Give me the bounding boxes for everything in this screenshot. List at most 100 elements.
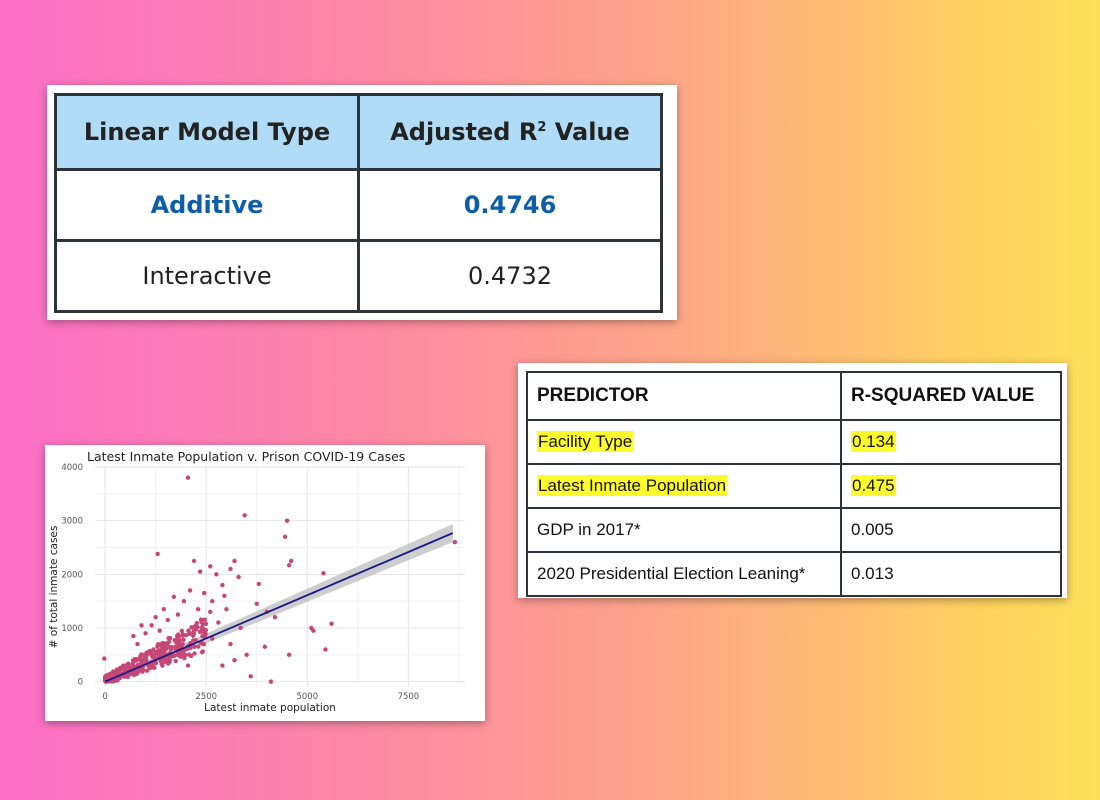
data-point <box>115 677 120 683</box>
data-point <box>200 629 206 635</box>
model-comparison-table: Linear Model Type Adjusted R2 Value Addi… <box>54 93 663 313</box>
data-point <box>311 628 316 633</box>
header-predictor: PREDICTOR <box>526 371 842 421</box>
highlighted-text: 0.134 <box>851 431 896 452</box>
data-point <box>180 642 185 647</box>
data-point <box>146 663 151 668</box>
data-point <box>156 653 162 658</box>
data-point <box>155 551 160 557</box>
data-point <box>236 574 241 580</box>
regression-line <box>104 532 454 683</box>
data-point <box>242 513 247 518</box>
data-point <box>268 679 274 684</box>
data-point <box>197 629 203 635</box>
data-point <box>167 657 173 663</box>
cell-value: 0.134 <box>840 419 1062 465</box>
cell-r2-value: 0.4746 <box>357 168 663 242</box>
data-point <box>167 636 173 641</box>
data-point <box>144 668 150 673</box>
data-point <box>191 558 197 564</box>
data-point <box>102 656 107 661</box>
data-point <box>210 598 215 604</box>
data-point <box>282 534 288 539</box>
header-linear-model-type: Linear Model Type <box>54 93 360 171</box>
x-axis-label: Latest inmate population <box>204 702 336 714</box>
data-point <box>232 657 237 663</box>
data-point <box>272 615 278 620</box>
data-point <box>228 566 233 572</box>
scatter-plot: Latest Inmate Population v. Prison COVID… <box>48 449 465 714</box>
data-point <box>201 590 207 596</box>
data-point <box>172 638 177 643</box>
data-point <box>179 652 184 657</box>
data-point <box>157 642 162 648</box>
data-point <box>151 647 156 652</box>
data-point <box>191 631 197 636</box>
data-point <box>135 641 140 647</box>
data-point <box>214 572 219 577</box>
data-point <box>286 652 292 658</box>
table-row-facility-type: Facility Type 0.134 <box>526 419 1062 465</box>
data-point <box>323 647 328 652</box>
data-point <box>185 663 191 668</box>
data-point <box>153 660 159 666</box>
data-point <box>119 665 124 671</box>
data-point <box>224 606 229 612</box>
data-point <box>171 594 177 600</box>
data-point <box>197 569 203 574</box>
data-point <box>192 644 197 649</box>
data-point <box>196 644 201 649</box>
data-point <box>208 564 213 569</box>
data-point <box>162 644 167 649</box>
table-header-row: PREDICTOR R-SQUARED VALUE <box>526 371 1062 421</box>
data-point <box>248 674 253 679</box>
data-point <box>125 664 131 670</box>
x-tick-label: 2500 <box>195 692 217 702</box>
data-point <box>284 518 290 523</box>
data-point <box>148 650 153 655</box>
y-tick-label: 1000 <box>61 624 83 634</box>
data-point <box>165 617 170 623</box>
table-row-interactive: Interactive 0.4732 <box>54 239 663 313</box>
data-point <box>186 631 192 637</box>
cell-predictor: 2020 Presidential Election Leaning* <box>526 551 842 597</box>
cell-value: 0.013 <box>840 551 1062 597</box>
y-tick-label: 4000 <box>61 463 83 473</box>
data-point <box>202 617 208 622</box>
data-point <box>187 588 193 593</box>
cell-model-type: Additive <box>54 168 360 242</box>
data-point <box>232 558 237 564</box>
cell-predictor: Latest Inmate Population <box>526 463 842 509</box>
table-header-row: Linear Model Type Adjusted R2 Value <box>54 93 663 171</box>
cell-model-type: Interactive <box>54 239 360 313</box>
data-point <box>130 670 135 676</box>
data-point <box>139 652 144 657</box>
data-point <box>152 665 157 671</box>
y-tick-label: 2000 <box>61 570 83 580</box>
y-tick-label: 3000 <box>61 517 83 527</box>
data-point <box>222 593 227 598</box>
data-point <box>194 620 200 626</box>
header-r-squared-value: R-SQUARED VALUE <box>840 371 1062 421</box>
data-point <box>175 641 181 647</box>
data-point <box>130 661 136 667</box>
cell-predictor: Facility Type <box>526 419 842 465</box>
data-point <box>156 648 161 653</box>
data-point <box>216 620 221 625</box>
data-point <box>220 582 225 588</box>
x-tick-label: 7500 <box>398 692 420 702</box>
data-point <box>208 609 213 615</box>
data-point <box>321 571 326 576</box>
cell-value: 0.475 <box>840 463 1062 509</box>
data-point <box>262 644 268 649</box>
y-tick-label: 0 <box>78 678 83 688</box>
header-value-text: Value <box>546 118 630 146</box>
data-point <box>286 562 292 568</box>
data-point <box>199 649 205 655</box>
data-point <box>179 628 185 634</box>
x-tick-label: 5000 <box>296 692 318 702</box>
data-point <box>183 652 188 658</box>
data-point <box>143 631 148 636</box>
data-point <box>220 663 225 668</box>
data-point <box>153 615 158 620</box>
